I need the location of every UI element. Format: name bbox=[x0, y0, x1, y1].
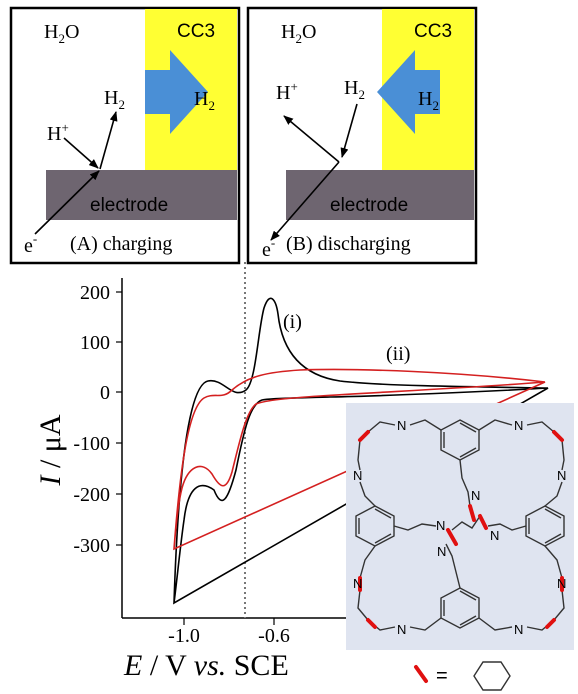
panel-b-caption: (B) discharging bbox=[286, 233, 411, 255]
panel-a-electrode bbox=[46, 170, 237, 220]
panel-a-water-label: H2O bbox=[44, 21, 79, 46]
panel-b-h2-to-electrode-arrow bbox=[340, 103, 358, 158]
panel-a-electron-label: e- bbox=[24, 231, 37, 257]
panel-a-h2-free-label: H2 bbox=[104, 87, 125, 112]
panel-b-h2-outflow-arrow bbox=[377, 50, 440, 134]
cyclohexane-legend: = bbox=[414, 661, 511, 691]
cyclohexane-highlight-bonds bbox=[358, 430, 564, 629]
svg-text:N: N bbox=[557, 468, 566, 483]
legend-red-bond bbox=[414, 665, 428, 683]
panel-a-h2-inflow-arrow bbox=[145, 50, 208, 134]
panel-b: H2O CC3 H2 H+ H2 electrode e- (B) discha… bbox=[246, 6, 478, 265]
cv-curve-i bbox=[172, 297, 549, 605]
svg-text:N: N bbox=[490, 528, 499, 543]
panel-b-proton-label: H+ bbox=[276, 79, 298, 104]
panel-b-proton-arrow bbox=[283, 115, 340, 163]
svg-text:N: N bbox=[557, 576, 566, 591]
cv-y-ticks bbox=[116, 291, 122, 546]
cv-y-tick-neg100: -100 bbox=[73, 433, 110, 455]
panel-a-h2-cage-label: H2 bbox=[194, 88, 215, 113]
panel-b-water-label: H2O bbox=[281, 21, 316, 46]
svg-text:N: N bbox=[353, 576, 362, 591]
svg-text:N: N bbox=[397, 418, 406, 433]
svg-text:N: N bbox=[353, 468, 362, 483]
legend-cyclohexane-icon bbox=[473, 661, 511, 691]
panel-a-proton-arrow bbox=[63, 137, 99, 169]
svg-text:N: N bbox=[397, 622, 406, 637]
panel-b-electron-label: e- bbox=[262, 235, 275, 261]
inset-background bbox=[346, 403, 574, 650]
cv-x-tick-neg1.0: -1.0 bbox=[168, 625, 200, 647]
cv-curve-ii bbox=[173, 368, 546, 551]
cv-y-tick-100: 100 bbox=[80, 332, 110, 354]
panel-a-proton-label: H+ bbox=[47, 120, 69, 145]
cv-y-tick-0: 0 bbox=[100, 382, 110, 404]
cv-x-axis-label: E / V vs. SCE bbox=[123, 649, 289, 682]
svg-text:N: N bbox=[514, 418, 523, 433]
cv-curve-ii-label: (ii) bbox=[386, 343, 410, 365]
panel-b-electrode bbox=[286, 170, 474, 220]
panel-a-electrode-label: electrode bbox=[90, 195, 168, 216]
cv-y-tick-neg300: -300 bbox=[73, 535, 110, 557]
panel-a: H2O CC3 H2 H+ H2 electrode e- (A) chargi… bbox=[9, 6, 241, 265]
molecule-inset: N N N N N N N N N N N N bbox=[346, 403, 574, 650]
cv-y-tick-200: 200 bbox=[80, 282, 110, 304]
panel-a-caption: (A) charging bbox=[70, 233, 172, 255]
cv-y-tick-neg200: -200 bbox=[73, 484, 110, 506]
panel-b-electrode-label: electrode bbox=[330, 195, 408, 216]
cv-x-tick-neg0.6: -0.6 bbox=[258, 625, 290, 647]
panel-b-h2-free-label: H2 bbox=[344, 77, 365, 102]
panel-a-h2-arrow bbox=[99, 111, 118, 170]
svg-text:N: N bbox=[437, 544, 446, 559]
svg-text:N: N bbox=[471, 488, 480, 503]
nitrogen-labels: N N N N N N N N N N N N bbox=[353, 418, 566, 637]
panel-a-electron-arrow bbox=[34, 170, 100, 235]
cv-y-axis-label: I / μA bbox=[34, 414, 67, 486]
panel-b-cc3-label: CC3 bbox=[414, 21, 452, 42]
cv-curve-i-label: (i) bbox=[283, 311, 302, 333]
cv-plot: 200 100 0 -100 -200 -300 -1.0 -0.6 I / μ… bbox=[34, 262, 549, 682]
cage-molecule-drawing bbox=[355, 419, 565, 631]
legend-equals: = bbox=[436, 665, 448, 687]
panel-b-electron-arrow bbox=[270, 161, 340, 241]
panel-a-cc3-label: CC3 bbox=[177, 21, 215, 42]
panel-b-h2-cage-label: H2 bbox=[418, 88, 439, 113]
svg-text:N: N bbox=[514, 622, 523, 637]
svg-text:N: N bbox=[436, 518, 445, 533]
